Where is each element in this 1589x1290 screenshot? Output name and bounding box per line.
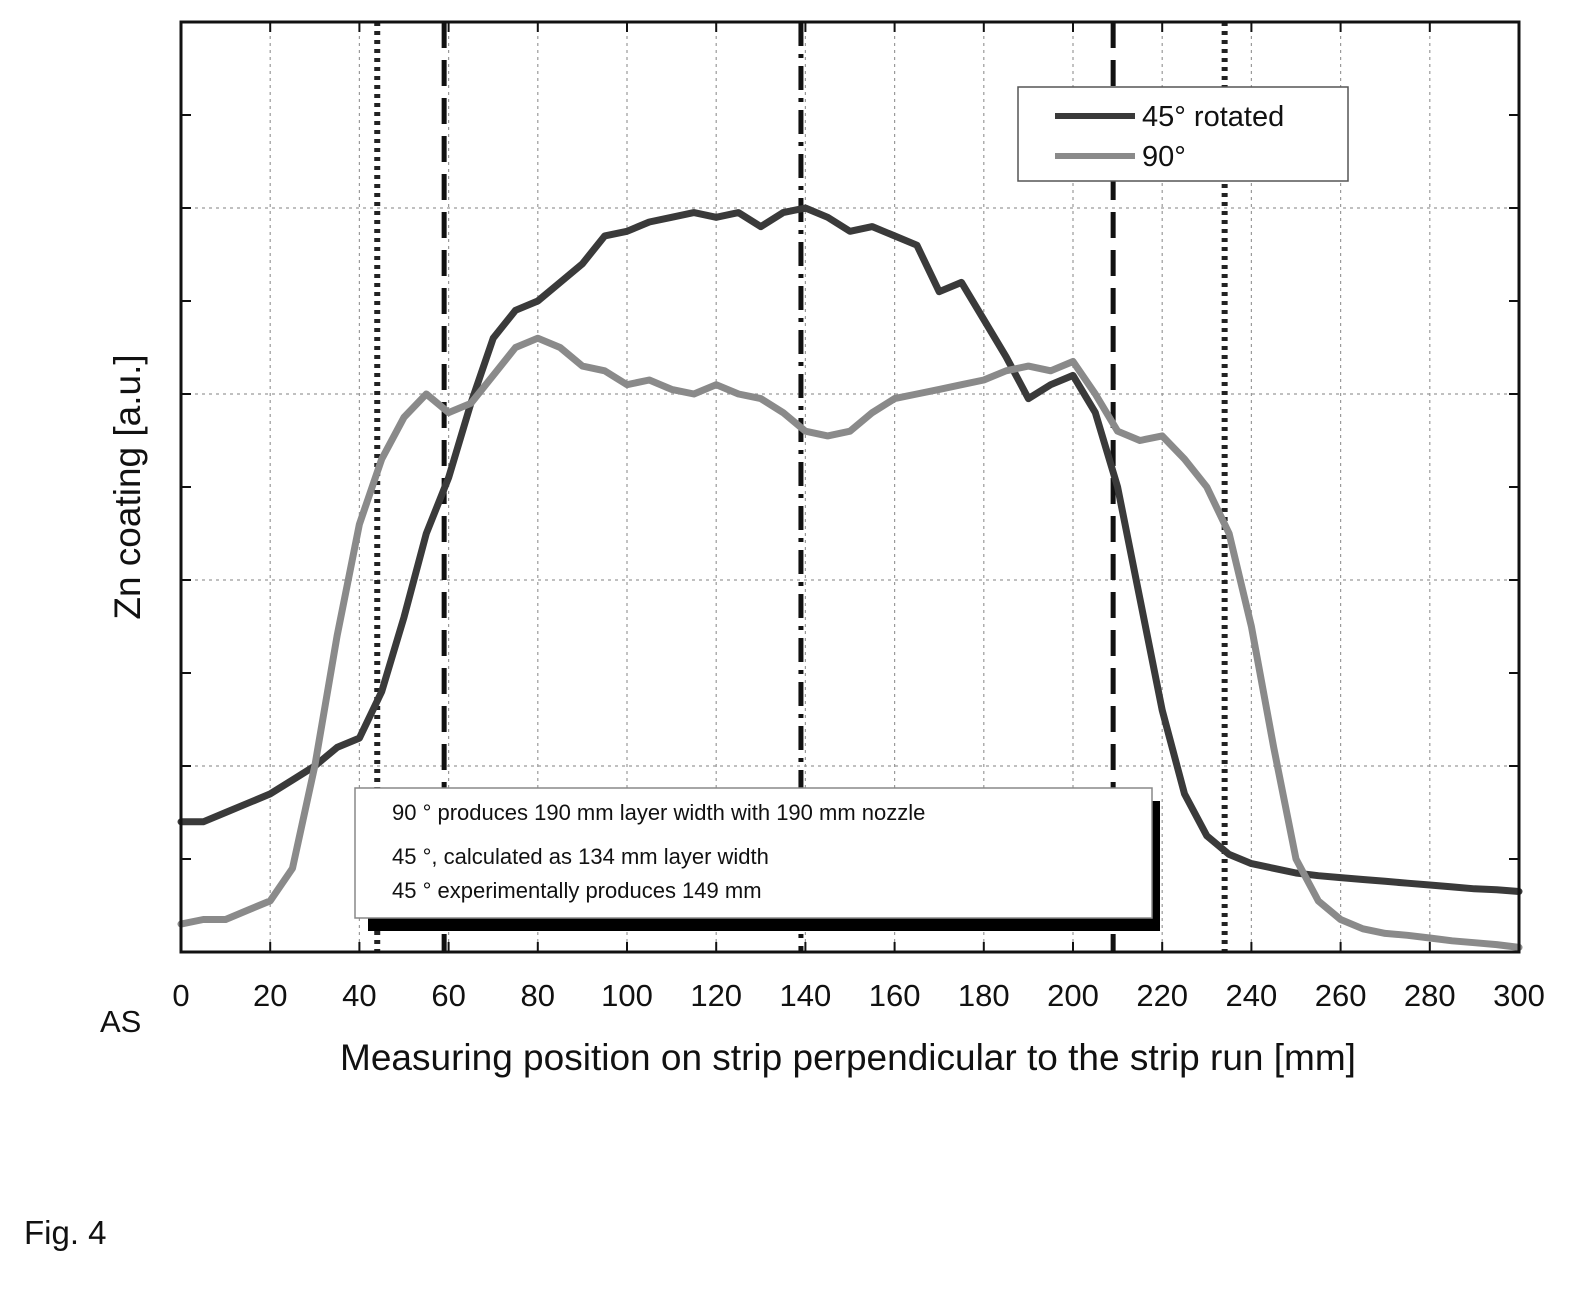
legend: 45° rotated 90°: [1017, 86, 1349, 182]
x-tick-label: 100: [601, 978, 653, 1013]
grid: [180, 22, 1520, 952]
x-tick-label: 240: [1226, 978, 1278, 1013]
x-tick-label: 160: [869, 978, 921, 1013]
x-tick-labels: 0 20 40 60 80 100 120 140 160 180 200 220 240 260 280 3…: [172, 978, 1544, 1013]
series-line: [177, 204, 1523, 895]
x-tick-label: 80: [521, 978, 555, 1013]
x-tick-label: 180: [958, 978, 1010, 1013]
x-tick-label: 60: [431, 978, 465, 1013]
annotation-line-2: 45 °, calculated as 134 mm layer width: [392, 844, 769, 869]
x-tick-label: 120: [690, 978, 742, 1013]
series-lines: [177, 204, 1523, 951]
x-tick-label: 140: [780, 978, 832, 1013]
x-tick-label: 300: [1493, 978, 1545, 1013]
legend-label-45-rotated: 45° rotated: [1142, 101, 1284, 133]
x-tick-label: 20: [253, 978, 287, 1013]
x-tick-label: 280: [1404, 978, 1456, 1013]
plot-frame: [179, 20, 1521, 954]
x-tick-label: 220: [1136, 978, 1188, 1013]
x-tick-label: 40: [342, 978, 376, 1013]
x-axis-title: Measuring position on strip perpendicula…: [340, 1037, 1356, 1078]
x-tick-label: 200: [1047, 978, 1099, 1013]
legend-box: [1017, 86, 1349, 182]
y-axis-title: Zn coating [a.u.]: [107, 354, 148, 619]
x-origin-label: AS: [100, 1004, 141, 1039]
x-tick-label: 0: [172, 978, 189, 1013]
figure-label: Fig. 4: [24, 1214, 107, 1251]
series-line: [177, 334, 1523, 951]
annotation-panel: [354, 787, 1153, 919]
annotation-line-3: 45 ° experimentally produces 149 mm: [392, 878, 762, 903]
annotation-box: 90 ° produces 190 mm layer width with 19…: [354, 787, 1160, 931]
x-tick-label: 260: [1315, 978, 1367, 1013]
legend-label-90: 90°: [1142, 141, 1186, 173]
annotation-line-1: 90 ° produces 190 mm layer width with 19…: [392, 800, 925, 825]
